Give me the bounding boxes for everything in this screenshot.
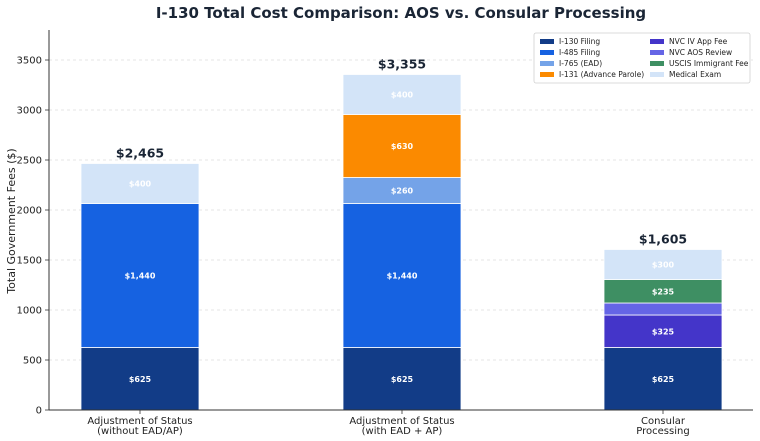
axes: 0 500 1000 1500 2000 2500 3000 3500 Adjustment o… (17, 30, 753, 437)
bar-total-label: $3,355 (378, 57, 426, 72)
bar-segment (603, 314, 723, 348)
segment-value-label: $235 (652, 287, 675, 296)
legend-swatch (540, 61, 554, 66)
segment-value-label: $625 (129, 375, 152, 384)
y-tick-label: 3500 (17, 56, 42, 67)
x-tick-label: (with EAD + AP) (362, 426, 443, 437)
y-tick-label: 1500 (17, 256, 42, 267)
legend-swatch (650, 39, 664, 44)
segment-value-label: $1,440 (387, 272, 418, 281)
segment-value-label: $300 (652, 261, 675, 270)
legend-swatch (650, 72, 664, 77)
segment-value-label: $260 (391, 187, 414, 196)
y-tick-label: 2000 (17, 206, 42, 217)
y-tick-label: 3000 (17, 106, 42, 117)
y-axis-label: Total Government Fees ($) (5, 148, 18, 294)
y-tick-label: 1000 (17, 306, 42, 317)
legend-entry: USCIS Immigrant Fee (669, 59, 749, 68)
x-tick-label: Processing (636, 426, 689, 437)
legend-entry: I-131 (Advance Parole) (559, 70, 644, 79)
legend-entry: I-485 Filing (559, 48, 600, 57)
x-tick-label: Adjustment of Status (349, 416, 454, 427)
y-tick-label: 0 (36, 406, 42, 417)
bar-segment (80, 347, 200, 411)
bar-segment (80, 163, 200, 204)
legend-swatch (540, 50, 554, 55)
legend-entry: NVC IV App Fee (669, 37, 728, 46)
x-tick-label: Adjustment of Status (87, 416, 192, 427)
bar-segment (80, 203, 200, 348)
y-tick-label: 2500 (17, 156, 42, 167)
bars-group: $625 $1,440 $400 $2,465 $625 $1,440 $260 $630 $4… (80, 57, 723, 411)
legend-entry: I-130 Filing (559, 37, 600, 46)
segment-value-label: $630 (391, 142, 414, 151)
legend: I-130 Filing I-485 Filing I-765 (EAD) I-131… (533, 32, 751, 84)
bar-segment (342, 347, 462, 411)
segment-value-label: $400 (129, 180, 152, 189)
chart-title: I-130 Total Cost Comparison: AOS vs. Con… (156, 4, 646, 22)
x-tick-label: Consular (641, 416, 686, 427)
bar-total-label: $2,465 (116, 146, 164, 161)
bar-segment (603, 302, 723, 316)
bar-segment (342, 114, 462, 178)
bar-segment (342, 74, 462, 115)
bar-segment (342, 203, 462, 348)
segment-value-label: $325 (652, 327, 675, 336)
segment-value-label: $400 (391, 91, 414, 100)
legend-swatch (650, 50, 664, 55)
segment-value-label: $625 (391, 375, 414, 384)
y-tick-label: 500 (23, 356, 42, 367)
x-tick-label: (without EAD/AP) (97, 426, 183, 437)
legend-swatch (540, 39, 554, 44)
bar-total-label: $1,605 (639, 232, 687, 247)
legend-swatch (650, 61, 664, 66)
legend-entry: Medical Exam (669, 70, 721, 79)
bar-segment (603, 249, 723, 280)
segment-value-label: $625 (652, 375, 675, 384)
segment-value-label: $1,440 (125, 272, 156, 281)
legend-entry: NVC AOS Review (669, 48, 732, 57)
legend-box (533, 32, 751, 84)
legend-entry: I-765 (EAD) (559, 59, 602, 68)
legend-swatch (540, 72, 554, 77)
bar-segment (342, 177, 462, 204)
